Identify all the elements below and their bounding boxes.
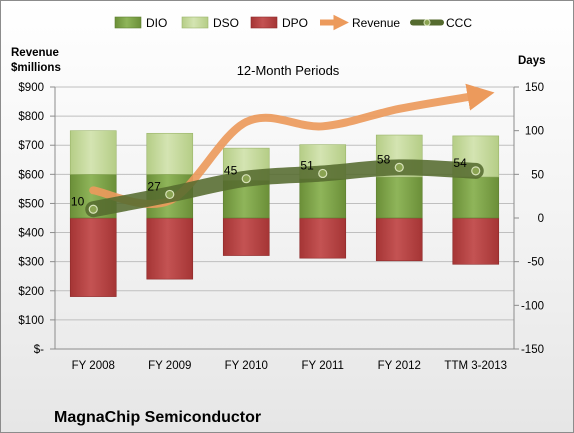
legend-marker-ccc bbox=[423, 19, 431, 26]
bar-dpo bbox=[69, 217, 117, 297]
bar-dio bbox=[299, 178, 347, 219]
left-tick-label: $- bbox=[34, 344, 44, 356]
left-tick-label: $500 bbox=[18, 198, 44, 210]
legend-swatch-dio bbox=[114, 16, 142, 29]
legend-item-dio: DIO bbox=[114, 16, 167, 30]
right-tick-label: 100 bbox=[525, 126, 544, 138]
bar-dpo bbox=[222, 217, 270, 256]
bar-dio bbox=[452, 176, 500, 219]
left-axis-title-line1: Revenue bbox=[11, 47, 59, 59]
x-tick-label: FY 2009 bbox=[148, 360, 191, 372]
ccc-point bbox=[471, 166, 481, 176]
left-tick-label: $900 bbox=[18, 82, 44, 94]
ccc-point bbox=[165, 189, 175, 200]
right-tick-label: -100 bbox=[521, 300, 544, 312]
left-tick-label: $800 bbox=[18, 111, 44, 123]
ccc-data-label: 51 bbox=[300, 158, 314, 172]
right-axis-ticks: -150 -100 -50 0 50 100 150 bbox=[514, 82, 544, 356]
left-axis-title-line2: $millions bbox=[11, 62, 61, 74]
legend-swatch-dso bbox=[181, 16, 209, 29]
legend-label-dso: DSO bbox=[213, 16, 239, 30]
legend-item-revenue: Revenue bbox=[320, 14, 400, 31]
legend-item-dpo: DPO bbox=[250, 16, 308, 30]
right-tick-label: -150 bbox=[521, 344, 544, 356]
bars bbox=[69, 130, 500, 297]
left-tick-label: $600 bbox=[18, 169, 44, 181]
bar-dpo bbox=[452, 217, 500, 265]
legend-label-ccc: CCC bbox=[446, 16, 472, 30]
x-tick-label: FY 2008 bbox=[72, 360, 115, 372]
plot-area: $- $100 $200 $300 $400 $500 $600 $700 $800 $900 -… bbox=[18, 82, 544, 372]
bar-dpo bbox=[299, 217, 347, 259]
company-name: MagnaChip Semiconductor bbox=[54, 409, 261, 426]
legend-item-dso: DSO bbox=[181, 16, 239, 30]
legend: DIO DSO DPO Revenue CCC bbox=[114, 14, 472, 31]
legend-item-ccc: CCC bbox=[410, 16, 472, 30]
ccc-point bbox=[241, 174, 251, 184]
ccc-data-label: 10 bbox=[71, 194, 85, 208]
bar-dpo bbox=[375, 217, 423, 262]
ccc-data-label: 27 bbox=[147, 179, 161, 193]
bar-dso bbox=[146, 132, 194, 175]
x-tick-label: FY 2012 bbox=[378, 360, 421, 372]
left-tick-label: $300 bbox=[18, 257, 44, 269]
gridlines bbox=[55, 86, 514, 350]
ccc-point bbox=[318, 168, 328, 179]
legend-label-dio: DIO bbox=[146, 16, 167, 30]
x-tick-label: TTM 3-2013 bbox=[444, 360, 507, 372]
ccc-point bbox=[88, 204, 98, 214]
right-tick-label: -50 bbox=[527, 257, 544, 269]
bar-dso bbox=[69, 130, 117, 175]
x-tick-label: FY 2011 bbox=[302, 360, 344, 372]
bar-dpo bbox=[146, 217, 194, 280]
left-axis-ticks: $- $100 $200 $300 $400 $500 $600 $700 $800 $900 bbox=[18, 82, 55, 356]
x-axis-ticks: FY 2008 FY 2009 FY 2010 FY 2011 FY 2012 TTM 3… bbox=[72, 360, 507, 372]
series-lines: 10 27 45 51 58 54 bbox=[71, 83, 495, 218]
ccc-data-label: 58 bbox=[377, 152, 391, 166]
chart-title: 12-Month Periods bbox=[237, 63, 340, 78]
x-tick-label: FY 2010 bbox=[225, 360, 268, 372]
bar-dio bbox=[375, 176, 423, 219]
legend-label-revenue: Revenue bbox=[352, 16, 400, 30]
right-tick-label: 50 bbox=[531, 169, 544, 181]
right-tick-label: 0 bbox=[538, 213, 544, 225]
right-axis-title: Days bbox=[518, 55, 546, 67]
left-tick-label: $200 bbox=[18, 286, 44, 298]
legend-swatch-dpo bbox=[250, 16, 278, 29]
right-tick-label: 150 bbox=[525, 82, 544, 94]
legend-label-dpo: DPO bbox=[282, 16, 308, 30]
left-tick-label: $700 bbox=[18, 140, 44, 152]
left-tick-label: $100 bbox=[18, 315, 44, 327]
ccc-data-label: 45 bbox=[224, 164, 238, 178]
ccc-data-label: 54 bbox=[453, 156, 467, 170]
ccc-line bbox=[85, 159, 484, 218]
ccc-point bbox=[394, 162, 404, 172]
left-tick-label: $400 bbox=[18, 228, 44, 240]
